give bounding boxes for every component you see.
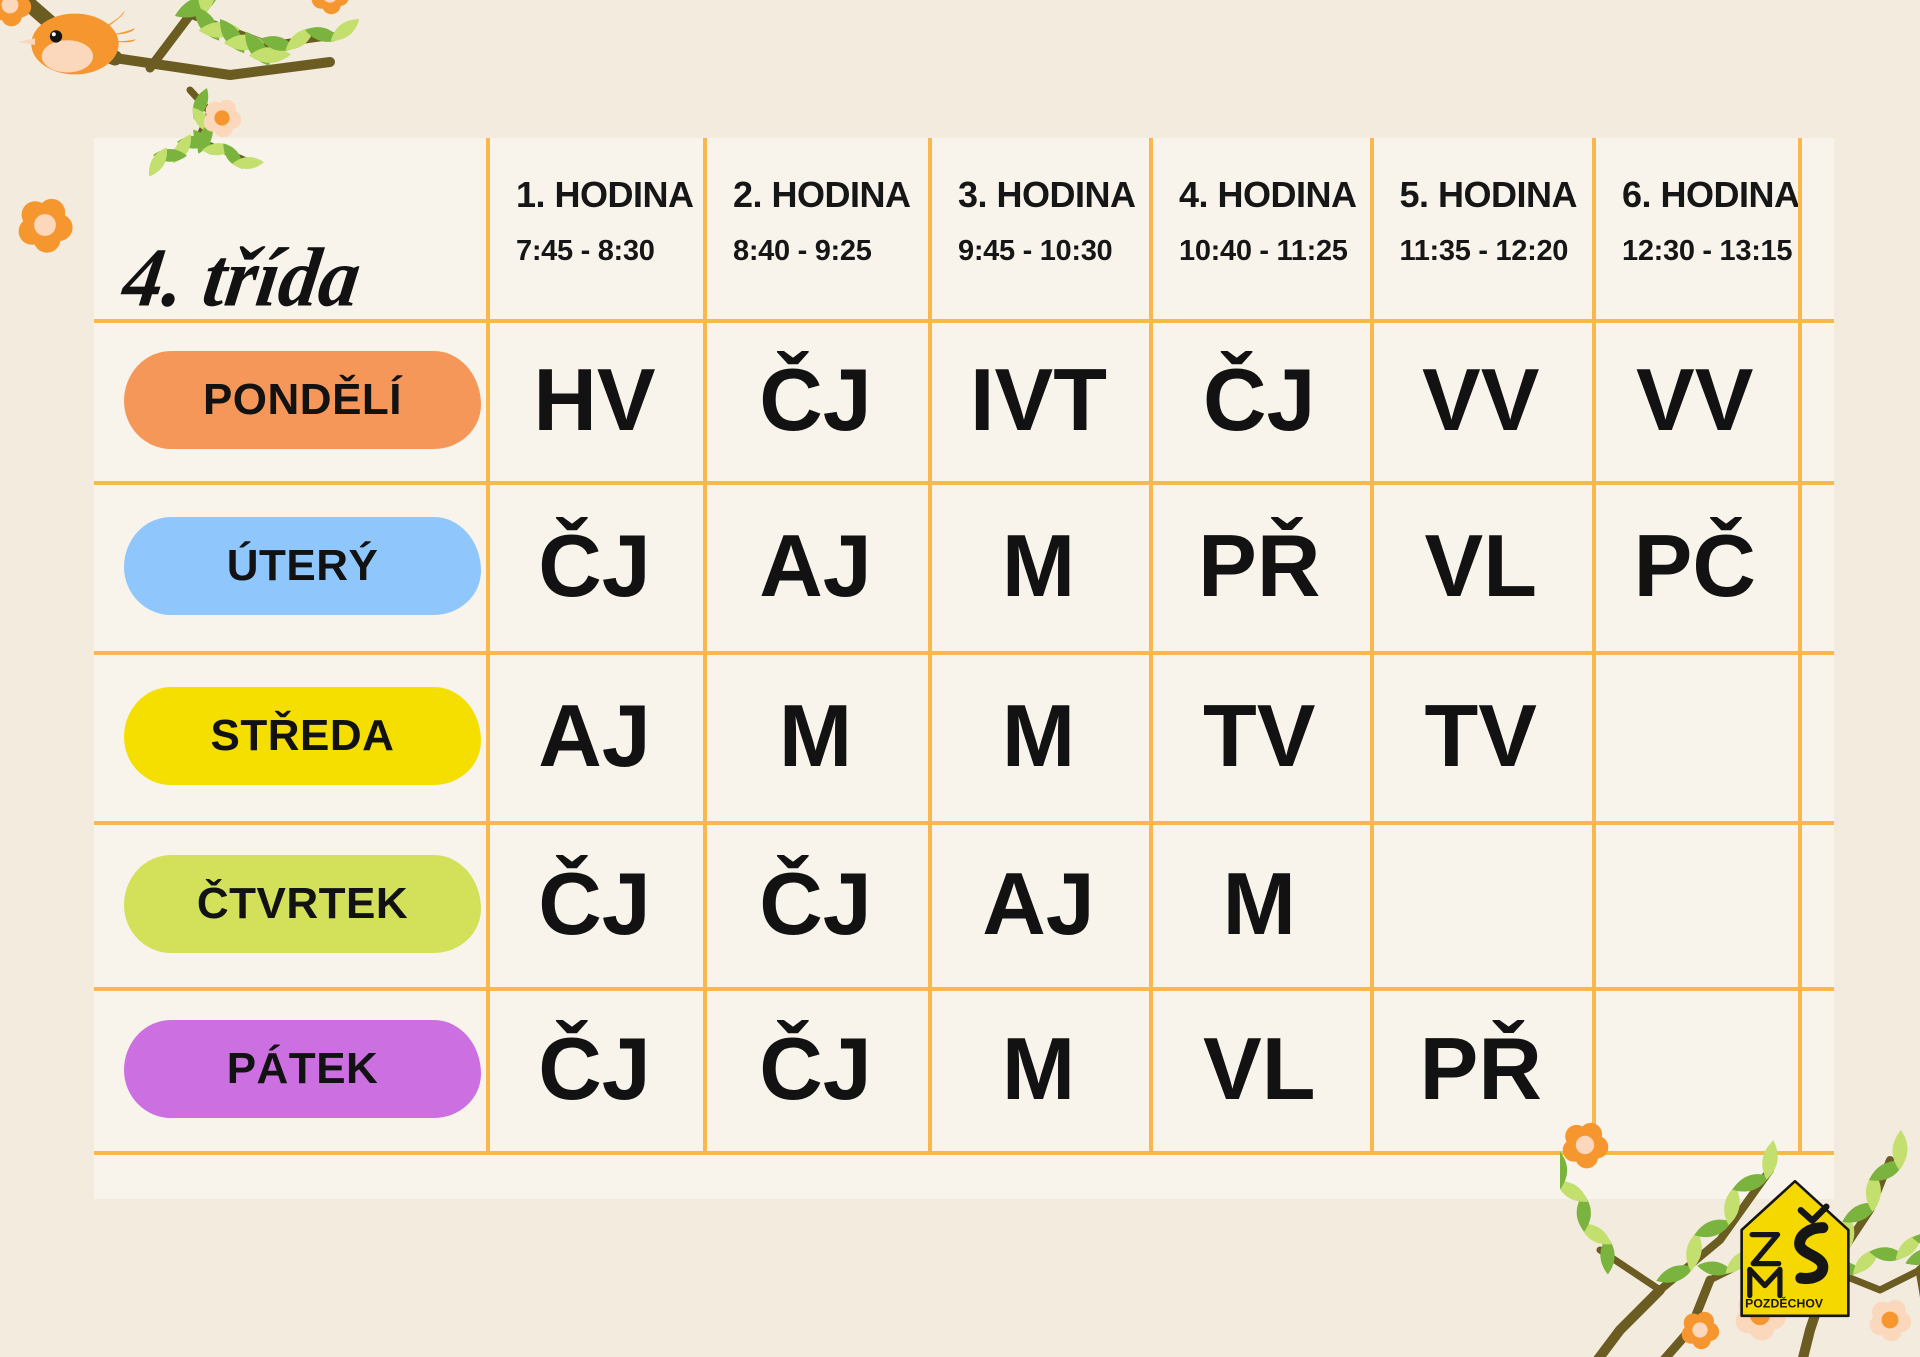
svg-text:POZDĚCHOV: POZDĚCHOV [1745,1296,1824,1311]
